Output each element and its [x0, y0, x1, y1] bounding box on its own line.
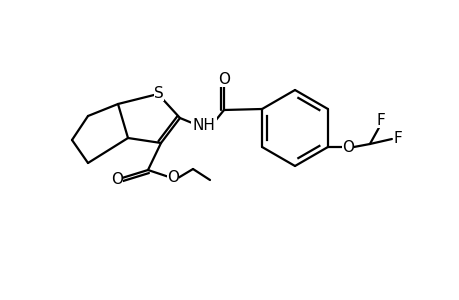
Text: O: O — [218, 71, 230, 86]
Text: O: O — [341, 140, 353, 154]
Text: S: S — [154, 85, 163, 100]
Text: F: F — [393, 130, 402, 146]
Text: F: F — [376, 112, 385, 128]
Text: NH: NH — [192, 118, 215, 133]
Text: O: O — [167, 169, 179, 184]
Text: O: O — [111, 172, 123, 187]
